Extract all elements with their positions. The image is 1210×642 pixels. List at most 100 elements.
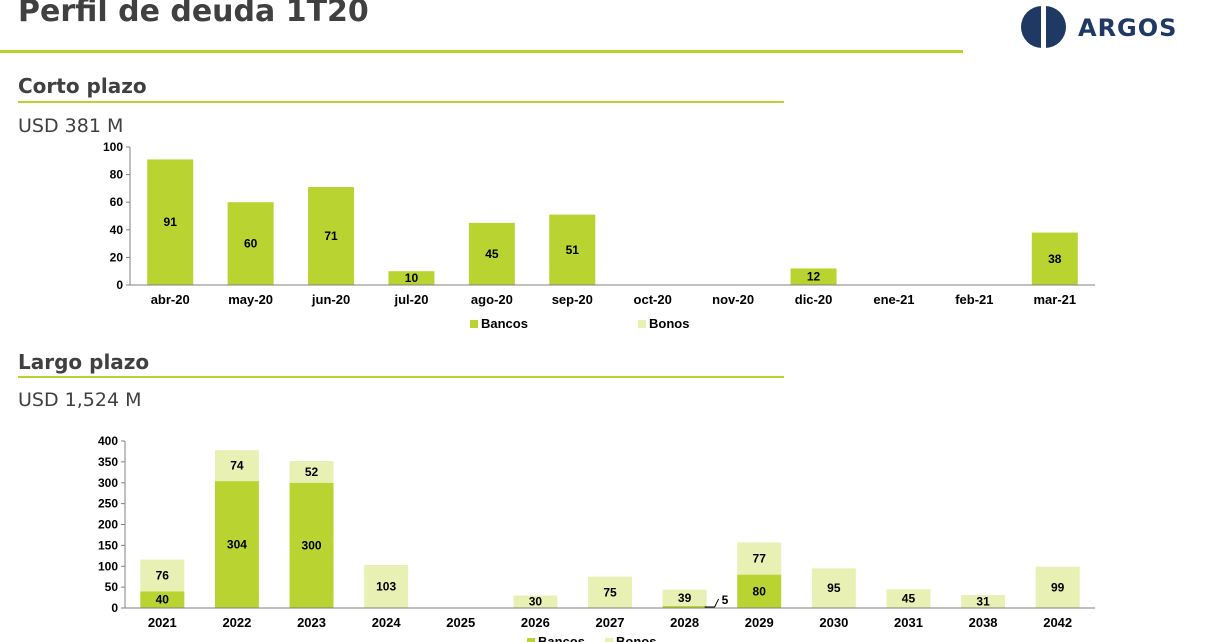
x-tick-label: 2027 (596, 615, 625, 630)
legend-swatch-bancos (470, 320, 478, 328)
y-tick-label: 20 (110, 250, 124, 264)
long-term-rule (18, 376, 784, 378)
x-tick-label: 2026 (521, 615, 550, 630)
data-label-bancos: 12 (807, 270, 821, 284)
y-tick-label: 100 (103, 140, 123, 154)
data-label-bonos: 77 (753, 552, 767, 566)
page-title: Perfil de deuda 1T20 (18, 0, 369, 29)
bar-bancos-2023 (289, 482, 334, 608)
y-tick-label: 150 (98, 538, 118, 552)
data-label-bonos: 103 (376, 579, 396, 593)
long-term-chart: 0 50 100 150 200 250 300 350 400 40 76 2021 304 74 202… (98, 434, 1095, 642)
bar-bancos-sep-20 (549, 214, 596, 285)
leader-line (704, 598, 720, 608)
y-tick-label: 350 (98, 455, 118, 469)
data-label-bancos: 10 (405, 271, 419, 285)
x-tick-label: 2023 (297, 615, 326, 630)
x-tick-label: 2025 (446, 615, 475, 630)
bar-bonos-2026 (513, 595, 558, 608)
bar-bancos-2021 (140, 591, 185, 608)
short-term-total: USD 381 M (18, 115, 124, 137)
y-tick-label: 100 (98, 559, 118, 573)
y-tick-label: 40 (110, 223, 124, 237)
legend-label-bancos: Bancos (538, 634, 585, 642)
y-tick-label: 60 (110, 195, 124, 209)
x-tick-label: 2021 (148, 615, 177, 630)
data-label-bancos: 304 (227, 538, 247, 552)
x-tick-label: dic-20 (795, 292, 833, 307)
legend-label-bonos: Bonos (616, 634, 656, 642)
y-tick-label: 50 (105, 580, 119, 594)
data-label-bonos: 76 (156, 568, 170, 582)
long-term-title: Largo plazo (18, 350, 150, 374)
x-tick-label: 2038 (969, 615, 998, 630)
y-tick-label: 80 (110, 168, 124, 182)
x-tick-label: 2029 (745, 615, 774, 630)
bar-bonos-2042 (1035, 566, 1080, 608)
data-label-bonos: 99 (1051, 580, 1065, 594)
data-label-bonos: 95 (827, 581, 841, 595)
bar-bonos-2028 (662, 589, 707, 606)
data-label-bancos: 80 (753, 584, 767, 598)
data-label-bonos: 45 (902, 592, 916, 606)
data-label-bonos: 31 (976, 595, 990, 609)
title-rule (0, 50, 963, 53)
bar-bancos-2028 (662, 605, 707, 608)
x-tick-label: ene-21 (873, 292, 914, 307)
x-tick-label: 2031 (894, 615, 923, 630)
x-tick-label: abr-20 (151, 292, 190, 307)
data-label-bancos: 38 (1048, 252, 1062, 266)
bar-bonos-2030 (811, 568, 856, 608)
legend-swatch-bonos (605, 638, 613, 642)
data-label-bonos: 30 (529, 595, 543, 609)
bar-bonos-2021 (140, 559, 185, 592)
x-tick-label: jul-20 (393, 292, 428, 307)
bar-bancos-abr-20 (147, 159, 194, 285)
data-label-bancos: 71 (324, 229, 338, 243)
argos-logo: ARGOS (1018, 2, 1188, 52)
bar-bonos-2031 (886, 589, 931, 608)
bar-bonos-2038 (961, 595, 1006, 608)
x-tick-label: 2042 (1043, 615, 1072, 630)
legend-label-bonos: Bonos (649, 316, 689, 331)
x-tick-label: oct-20 (634, 292, 672, 307)
bar-bancos-mar-21 (1031, 232, 1078, 285)
legend-swatch-bonos (638, 320, 646, 328)
bar-bonos-2029 (737, 542, 782, 575)
bar-bonos-2023 (289, 461, 334, 483)
x-tick-label: may-20 (228, 292, 273, 307)
x-tick-label: sep-20 (552, 292, 593, 307)
bar-bancos-jul-20 (388, 271, 435, 285)
data-label-bonos: 52 (305, 465, 319, 479)
x-tick-label: feb-21 (955, 292, 993, 307)
data-label-bonos: 75 (603, 585, 617, 599)
legend-swatch-bancos (527, 638, 535, 642)
y-tick-label: 300 (98, 476, 118, 490)
data-label-bonos: 74 (230, 459, 244, 473)
data-label-bancos: 91 (164, 215, 178, 229)
bar-bancos-2022 (214, 481, 259, 608)
y-tick-label: 200 (98, 518, 118, 532)
short-term-chart: 0 20 40 60 80 100 91 abr-20 60 may-20 71 jun-20 10 ju… (103, 140, 1095, 331)
x-tick-label: jun-20 (311, 292, 350, 307)
data-label-bancos: 60 (244, 237, 258, 251)
argos-logo-icon (1021, 4, 1066, 50)
bar-bancos-ago-20 (468, 222, 515, 285)
bar-bancos-dic-20 (790, 268, 837, 285)
bar-bonos-2022 (214, 450, 259, 482)
y-tick-label: 250 (98, 497, 118, 511)
logo-text: ARGOS (1078, 14, 1178, 42)
data-label-bancos: 51 (566, 243, 580, 257)
long-term-total: USD 1,524 M (18, 389, 142, 411)
x-tick-label: 2024 (372, 615, 402, 630)
data-label-bonos: 39 (678, 591, 692, 605)
bar-bancos-2029 (737, 574, 782, 608)
bar-bancos-may-20 (227, 202, 274, 285)
data-label-bancos: 5 (722, 593, 729, 607)
data-label-bancos: 45 (485, 247, 499, 261)
y-tick-label: 0 (111, 601, 118, 615)
x-tick-label: mar-21 (1033, 292, 1076, 307)
x-tick-label: ago-20 (471, 292, 513, 307)
y-tick-label: 400 (98, 434, 118, 448)
bar-bancos-jun-20 (308, 187, 355, 285)
